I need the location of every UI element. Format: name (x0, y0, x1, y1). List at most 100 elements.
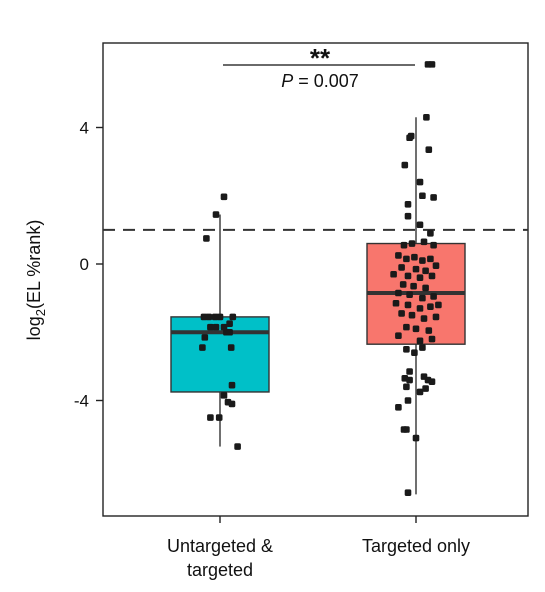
x-category-label: targeted (187, 560, 253, 580)
data-point (207, 414, 214, 421)
data-point (220, 323, 228, 331)
data-point (404, 397, 412, 404)
data-point (408, 311, 416, 319)
data-point (416, 274, 424, 281)
data-point (422, 284, 429, 292)
data-point (199, 344, 206, 351)
y-axis-label-subscript: 2 (33, 309, 48, 316)
data-point (205, 313, 213, 321)
data-point (430, 241, 437, 249)
p-value: = 0.007 (293, 71, 359, 91)
data-point (419, 192, 426, 200)
data-point (404, 212, 412, 220)
data-point (410, 282, 417, 290)
data-point (403, 255, 410, 263)
data-point (416, 221, 424, 229)
data-point (203, 235, 210, 242)
data-point (404, 489, 412, 496)
data-point (420, 315, 428, 322)
data-point (427, 229, 434, 237)
data-point (226, 328, 233, 336)
y-axis-label-rest: (EL %rank) (24, 220, 44, 309)
data-point (398, 264, 405, 271)
data-point (220, 392, 228, 399)
data-point (432, 313, 440, 321)
data-point (412, 434, 420, 442)
p-value-label: P = 0.007 (281, 71, 359, 91)
data-point (419, 257, 426, 264)
data-point (229, 313, 237, 321)
data-point (420, 238, 428, 246)
data-point (432, 262, 440, 270)
data-point (404, 301, 412, 309)
data-point (399, 281, 407, 288)
data-point (430, 293, 437, 300)
data-point (408, 240, 416, 247)
data-point (435, 301, 442, 309)
data-point (403, 426, 410, 433)
y-axis-label: log2(EL %rank) (24, 220, 48, 341)
data-point (411, 349, 418, 357)
data-point (395, 404, 402, 411)
data-point (419, 294, 426, 302)
data-point (234, 443, 241, 450)
data-point (228, 400, 236, 408)
y-tick-label: -4 (74, 392, 89, 411)
data-point (401, 161, 409, 169)
data-point (406, 291, 413, 299)
data-point (403, 383, 410, 391)
data-point (226, 320, 233, 328)
data-point (404, 272, 412, 280)
data-point (400, 241, 408, 249)
data-point (412, 265, 420, 273)
data-point (228, 381, 236, 389)
data-point (428, 272, 436, 280)
data-point (428, 335, 436, 343)
data-point (416, 337, 424, 345)
data-point (215, 414, 223, 421)
data-point (395, 289, 402, 297)
y-axis-label-main: log (24, 316, 44, 340)
data-point (403, 323, 410, 331)
data-point (201, 334, 209, 341)
data-point (423, 113, 430, 121)
data-point (392, 299, 400, 307)
y-tick-label: 0 (80, 255, 89, 274)
x-axis: Untargeted & targeted Targeted only (167, 516, 470, 580)
y-axis: 4 0 -4 (74, 119, 103, 411)
data-point (425, 327, 433, 334)
data-point (411, 253, 418, 261)
data-point (404, 200, 412, 208)
significance-annotation: ** P = 0.007 (223, 43, 415, 91)
data-point (430, 194, 437, 201)
plot-frame (102, 42, 529, 517)
data-point (416, 178, 424, 186)
data-point (398, 310, 405, 317)
data-point (212, 211, 220, 218)
data-point (419, 344, 426, 351)
data-point (425, 146, 433, 153)
data-point (416, 388, 424, 396)
x-category-label: Untargeted & (167, 536, 273, 556)
data-point (212, 323, 220, 331)
data-point (416, 305, 424, 312)
data-point (227, 344, 235, 351)
data-point (220, 193, 228, 201)
data-point (207, 323, 214, 331)
box-iqr (170, 316, 270, 393)
data-point (428, 378, 436, 386)
data-point (395, 332, 402, 339)
data-point (422, 385, 429, 392)
data-point (395, 252, 402, 259)
x-category-label: Targeted only (362, 536, 470, 556)
data-point (428, 61, 436, 68)
data-point (406, 134, 413, 142)
data-point (406, 376, 413, 384)
data-point (403, 346, 410, 353)
jitter-points (199, 61, 442, 496)
data-point (427, 303, 434, 310)
data-point (427, 255, 434, 263)
y-tick-label: 4 (80, 119, 89, 138)
data-point (390, 270, 397, 278)
